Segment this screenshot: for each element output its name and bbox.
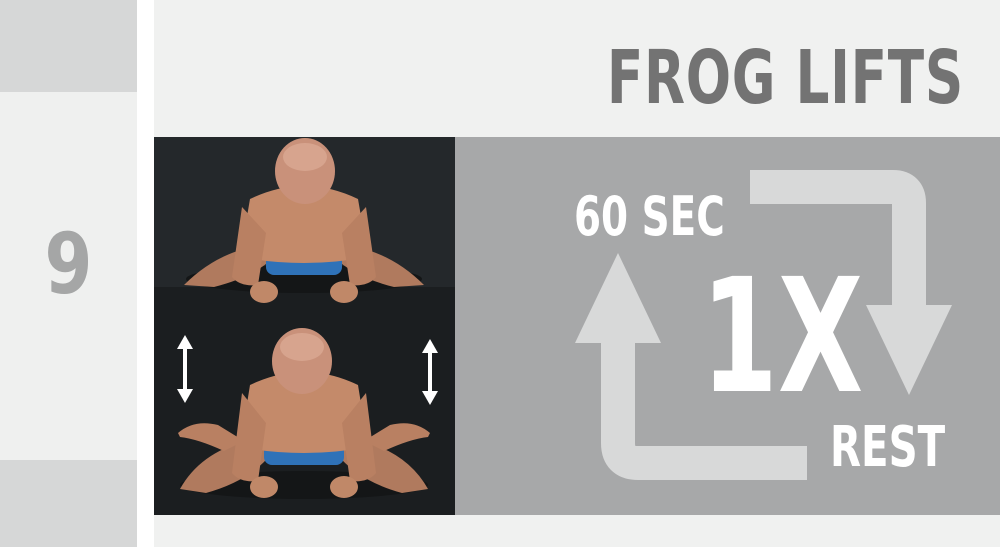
figure-top-position (184, 138, 424, 303)
up-down-arrow-icon (422, 339, 438, 405)
routine-panel: 60 SEC 1X REST (455, 137, 1000, 515)
rest-label: REST (830, 415, 946, 480)
repeat-count-label: 1X (701, 245, 864, 429)
duration-label: 60 SEC (574, 185, 725, 248)
up-down-arrow-icon (177, 335, 193, 403)
figure-bottom-position (178, 328, 430, 499)
cycle-arrows-icon (575, 170, 952, 480)
step-number: 9 (44, 215, 93, 313)
sidebar-top-block (0, 0, 137, 92)
sidebar-bottom-block (0, 460, 137, 547)
exercise-photo (154, 137, 455, 515)
sidebar-divider (137, 0, 154, 547)
exercise-title: FROG LIFTS (606, 35, 964, 121)
